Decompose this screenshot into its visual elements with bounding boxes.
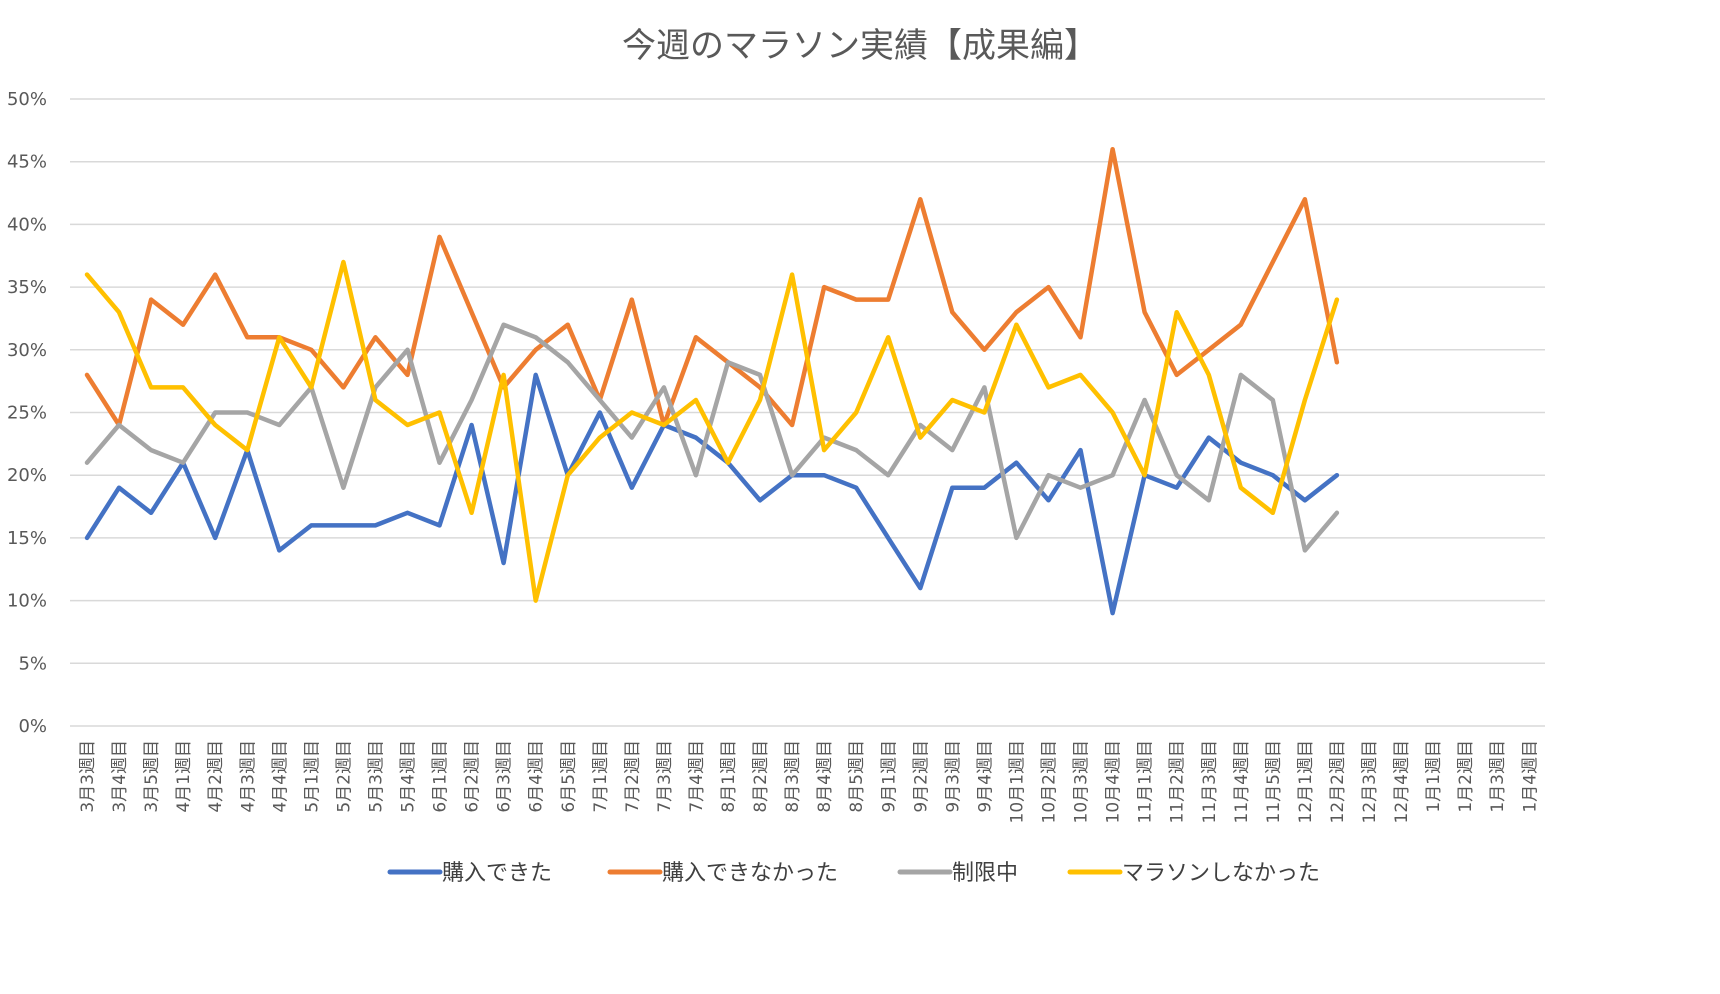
y-tick-label: 10% — [7, 591, 47, 612]
x-tick-label: 12月4週目 — [1392, 740, 1412, 823]
x-tick-label: 12月1週目 — [1296, 740, 1316, 823]
x-tick-label: 5月1週目 — [302, 740, 322, 813]
x-tick-label: 11月3週目 — [1200, 740, 1220, 823]
x-tick-label: 4月3週目 — [238, 740, 258, 813]
x-tick-label: 9月1週目 — [879, 740, 899, 813]
x-tick-label: 6月1週目 — [431, 740, 451, 813]
x-axis: 3月3週目 3月4週目 3月5週目 4月1週目 4月2週目 4月3週目 4月4週目 5月1週目… — [78, 740, 1540, 823]
x-tick-label: 7月2週目 — [623, 740, 643, 813]
x-tick-label: 6月3週目 — [495, 740, 515, 813]
series-line-0 — [84, 372, 1340, 616]
x-tick-label: 8月1週目 — [719, 740, 739, 813]
x-tick-label: 7月1週目 — [591, 740, 611, 813]
x-tick-label: 11月4週目 — [1232, 740, 1252, 823]
x-tick-label: 5月2週目 — [334, 740, 354, 813]
x-tick-label: 1月1週目 — [1424, 740, 1444, 813]
x-tick-label: 3月4週目 — [110, 740, 130, 813]
x-tick-label: 1月4週目 — [1520, 740, 1540, 813]
x-tick-label: 9月2週目 — [911, 740, 931, 813]
series-lines — [84, 146, 1340, 616]
chart-title: 今週のマラソン実績【成果編】 — [622, 26, 1098, 66]
x-tick-label: 5月3週目 — [366, 740, 386, 813]
x-tick-label: 3月5週目 — [142, 740, 162, 813]
legend-label: マラソンしなかった — [1122, 861, 1320, 886]
series-line-1 — [84, 146, 1340, 428]
x-tick-label: 9月3週目 — [943, 740, 963, 813]
y-tick-label: 20% — [7, 465, 47, 486]
x-tick-label: 10月4週目 — [1104, 740, 1124, 823]
x-tick-label: 8月3週目 — [783, 740, 803, 813]
x-tick-label: 11月2週目 — [1168, 740, 1188, 823]
x-tick-label: 4月2週目 — [206, 740, 226, 813]
legend-label: 制限中 — [952, 861, 1018, 886]
y-tick-label: 5% — [18, 653, 47, 674]
x-tick-label: 8月4週目 — [815, 740, 835, 813]
y-tick-label: 50% — [7, 89, 47, 110]
x-tick-label: 8月2週目 — [751, 740, 771, 813]
x-tick-label: 12月3週目 — [1360, 740, 1380, 823]
y-tick-label: 25% — [7, 403, 47, 424]
x-tick-label: 4月1週目 — [174, 740, 194, 813]
x-tick-label: 10月1週目 — [1007, 740, 1027, 823]
x-tick-label: 11月5週目 — [1264, 740, 1284, 823]
y-axis: 0% 5% 10% 15% 20% 25% 30% 35% 40% 45% 50% — [7, 89, 47, 737]
x-tick-label: 4月4週目 — [270, 740, 290, 813]
x-tick-label: 3月3週目 — [78, 740, 98, 813]
x-tick-label: 12月2週目 — [1328, 740, 1348, 823]
x-tick-label: 10月3週目 — [1072, 740, 1092, 823]
x-tick-label: 10月2週目 — [1040, 740, 1060, 823]
x-tick-label: 9月4週目 — [975, 740, 995, 813]
y-tick-label: 35% — [7, 277, 47, 298]
x-tick-label: 5月4週目 — [399, 740, 419, 813]
x-tick-label: 8月5週目 — [847, 740, 867, 813]
series-line-2 — [84, 322, 1340, 553]
y-tick-label: 30% — [7, 340, 47, 361]
x-tick-label: 1月2週目 — [1456, 740, 1476, 813]
x-tick-label: 11月1週目 — [1136, 740, 1156, 823]
y-tick-label: 15% — [7, 528, 47, 549]
x-tick-label: 7月4週目 — [687, 740, 707, 813]
legend: 購入できた 購入できなかった 制限中 マラソンしなかった — [387, 861, 1320, 886]
legend-label: 購入できなかった — [662, 861, 838, 886]
x-tick-label: 6月5週目 — [559, 740, 579, 813]
y-tick-label: 0% — [18, 716, 47, 737]
series-line-3 — [84, 259, 1340, 603]
y-tick-label: 45% — [7, 152, 47, 173]
x-tick-label: 7月3週目 — [655, 740, 675, 813]
x-tick-label: 6月4週目 — [527, 740, 547, 813]
x-tick-label: 1月3週目 — [1488, 740, 1508, 813]
x-tick-label: 6月2週目 — [463, 740, 483, 813]
legend-label: 購入できた — [442, 861, 552, 886]
gridlines — [70, 98, 1545, 727]
y-tick-label: 40% — [7, 214, 47, 235]
